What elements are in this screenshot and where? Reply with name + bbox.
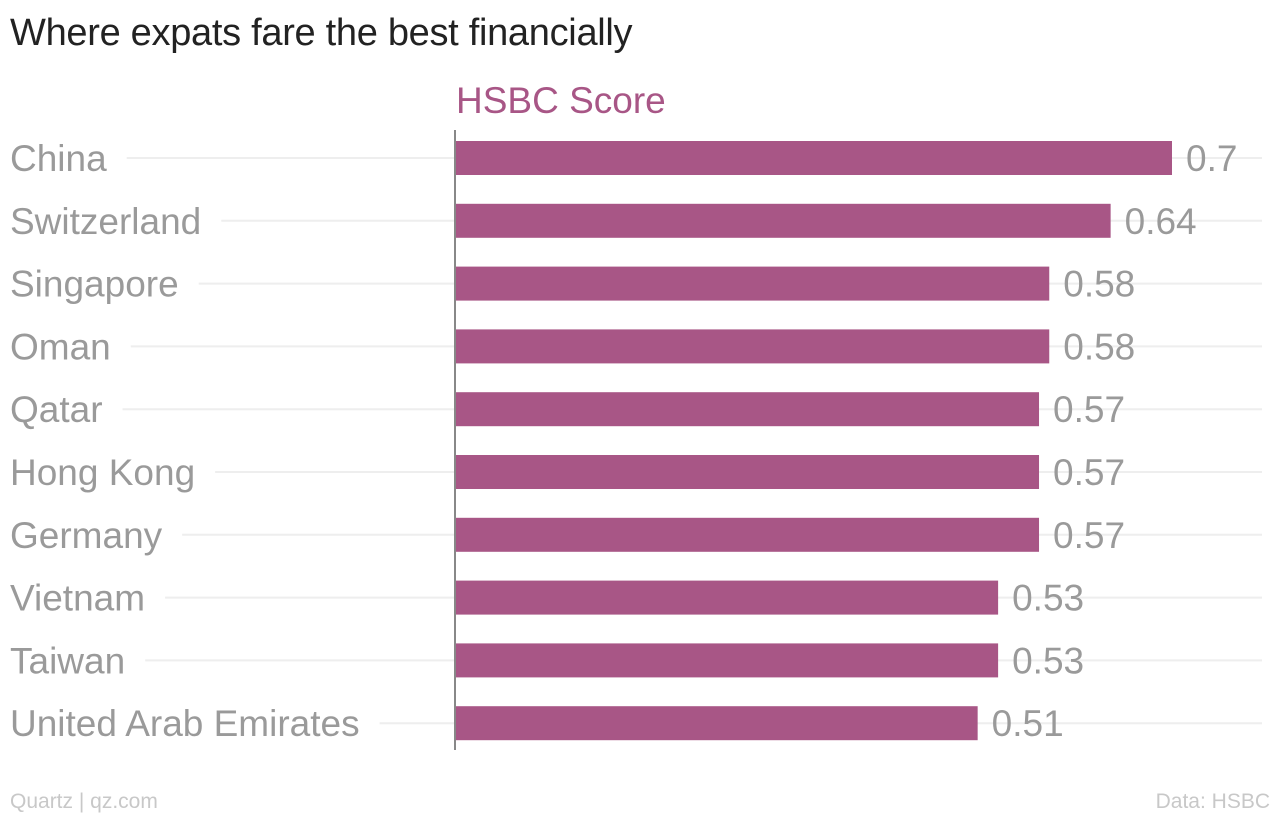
bar — [456, 329, 1050, 364]
category-labels: China Switzerland Singapore Oman Qatar Hong K… — [10, 138, 360, 744]
value-label: 0.57 — [1053, 452, 1125, 493]
bars — [456, 141, 1172, 741]
category-label: Hong Kong — [10, 452, 195, 493]
category-label: Vietnam — [10, 578, 145, 619]
series-label: HSBC Score — [456, 80, 666, 121]
gridlines — [122, 157, 1262, 725]
bar — [456, 455, 1040, 489]
value-label: 0.7 — [1186, 138, 1237, 179]
bar — [456, 580, 999, 615]
value-label: 0.58 — [1063, 264, 1135, 305]
category-label: Taiwan — [10, 640, 125, 681]
category-label: Germany — [10, 515, 163, 556]
footer-credit: Quartz | qz.com — [10, 790, 158, 813]
category-label: United Arab Emirates — [10, 703, 360, 744]
value-label: 0.53 — [1012, 640, 1084, 681]
value-labels: 0.7 0.64 0.58 0.58 0.57 0.57 0.57 0.53 0.53 0.51 — [992, 138, 1238, 744]
value-label: 0.57 — [1053, 515, 1125, 556]
category-label: China — [10, 138, 107, 179]
value-label: 0.53 — [1012, 578, 1084, 619]
bar — [456, 266, 1050, 301]
bar — [456, 203, 1111, 238]
bar — [456, 643, 999, 678]
footer-source: Data: HSBC — [1155, 790, 1270, 813]
category-label: Switzerland — [10, 201, 201, 242]
value-label: 0.51 — [992, 703, 1064, 744]
value-label: 0.57 — [1053, 389, 1125, 430]
value-label: 0.64 — [1125, 201, 1197, 242]
chart-title: Where expats fare the best financially — [10, 12, 633, 54]
category-label: Oman — [10, 326, 111, 367]
bar — [456, 706, 978, 741]
bar — [456, 392, 1040, 427]
value-label: 0.58 — [1063, 326, 1135, 367]
category-label: Qatar — [10, 389, 103, 430]
category-label: Singapore — [10, 264, 179, 305]
bar — [456, 141, 1172, 175]
bar — [456, 517, 1040, 552]
